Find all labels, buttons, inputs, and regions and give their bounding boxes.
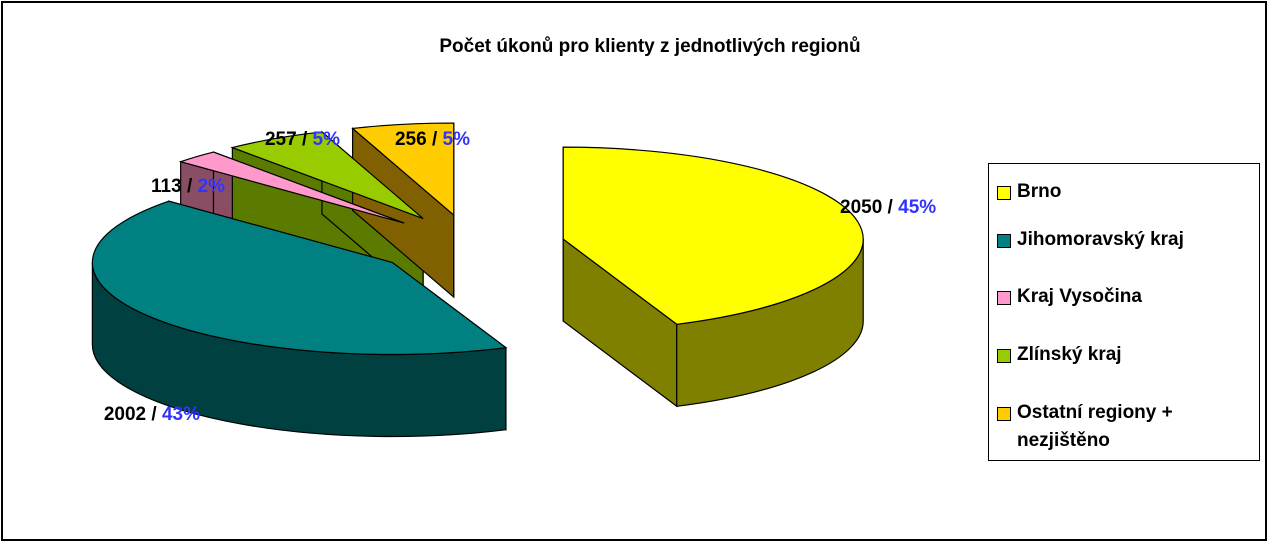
data-label: 2050 / 45% <box>840 197 936 218</box>
legend-item: Zlínský kraj <box>997 341 1247 369</box>
slice <box>178 151 405 224</box>
legend-swatch <box>997 349 1011 363</box>
slice <box>230 131 424 220</box>
data-label-separator: / <box>297 129 313 150</box>
legend-label: Brno <box>1017 181 1062 202</box>
slice <box>91 200 508 356</box>
data-label-separator: / <box>427 129 443 150</box>
legend-swatch <box>997 407 1011 421</box>
legend-item: Kraj Vysočina <box>997 283 1247 311</box>
data-label: 256 / 5% <box>395 129 470 150</box>
legend-label: Ostatní regiony + nezjištěno <box>1017 402 1173 451</box>
legend-item: Jihomoravský kraj <box>997 226 1247 254</box>
legend-label: Zlínský kraj <box>1017 344 1122 365</box>
data-label-separator: / <box>882 197 898 218</box>
data-label-percent: 45% <box>898 197 936 218</box>
legend-label: Kraj Vysočina <box>1017 286 1142 307</box>
legend-swatch <box>997 186 1011 200</box>
data-label-value: 2002 <box>104 404 146 425</box>
data-label-separator: / <box>182 176 198 197</box>
data-label-value: 257 <box>265 129 297 150</box>
data-label: 257 / 5% <box>265 129 340 150</box>
data-label-value: 2050 <box>840 197 882 218</box>
legend: Brno Jihomoravský kraj Kraj Vysočina Zlínsk… <box>988 163 1260 461</box>
chart-title: Počet úkonů pro klienty z jednotlivých r… <box>439 36 860 57</box>
data-label-value: 113 <box>151 176 182 197</box>
data-label-percent: 5% <box>313 129 341 150</box>
data-label-value: 256 <box>395 129 427 150</box>
data-label-percent: 2% <box>198 176 226 197</box>
data-label: 113 / 2% <box>151 176 225 197</box>
legend-swatch <box>997 291 1011 305</box>
data-label-percent: 5% <box>443 129 471 150</box>
data-label-separator: / <box>146 404 162 425</box>
legend-item: Ostatní regiony + nezjištěno <box>997 399 1247 455</box>
legend-swatch <box>997 234 1011 248</box>
data-label-percent: 43% <box>162 404 200 425</box>
legend-label: Jihomoravský kraj <box>1017 229 1184 250</box>
legend-item: Brno <box>997 178 1247 206</box>
data-label: 2002 / 43% <box>104 404 200 425</box>
slice <box>562 146 864 325</box>
slice <box>351 122 455 217</box>
